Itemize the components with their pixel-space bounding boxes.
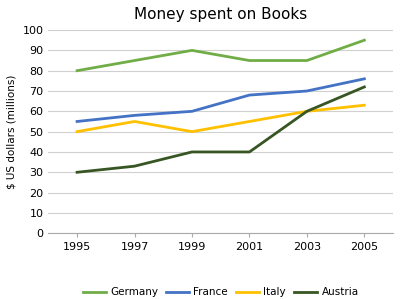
Legend: Germany, France, Italy, Austria: Germany, France, Italy, Austria bbox=[79, 283, 363, 299]
France bbox=[132, 114, 137, 117]
Austria bbox=[190, 150, 194, 154]
Germany bbox=[247, 59, 252, 62]
Germany bbox=[132, 59, 137, 62]
France bbox=[247, 93, 252, 97]
Austria bbox=[75, 170, 80, 174]
Italy bbox=[362, 103, 367, 107]
Austria bbox=[247, 150, 252, 154]
Italy bbox=[247, 120, 252, 123]
Austria bbox=[362, 85, 367, 89]
Italy bbox=[304, 109, 309, 113]
Y-axis label: $ US dollars (millions): $ US dollars (millions) bbox=[7, 74, 17, 189]
Line: Italy: Italy bbox=[77, 105, 364, 132]
Austria bbox=[132, 164, 137, 168]
Italy bbox=[132, 120, 137, 123]
France bbox=[75, 120, 80, 123]
Germany bbox=[304, 59, 309, 62]
Italy bbox=[190, 130, 194, 133]
Italy bbox=[75, 130, 80, 133]
Austria bbox=[304, 109, 309, 113]
France bbox=[304, 89, 309, 93]
Line: France: France bbox=[77, 79, 364, 121]
Title: Money spent on Books: Money spent on Books bbox=[134, 7, 307, 22]
Line: Austria: Austria bbox=[77, 87, 364, 172]
Line: Germany: Germany bbox=[77, 40, 364, 71]
Germany bbox=[362, 38, 367, 42]
France bbox=[190, 109, 194, 113]
France bbox=[362, 77, 367, 81]
Germany bbox=[75, 69, 80, 72]
Germany bbox=[190, 48, 194, 52]
